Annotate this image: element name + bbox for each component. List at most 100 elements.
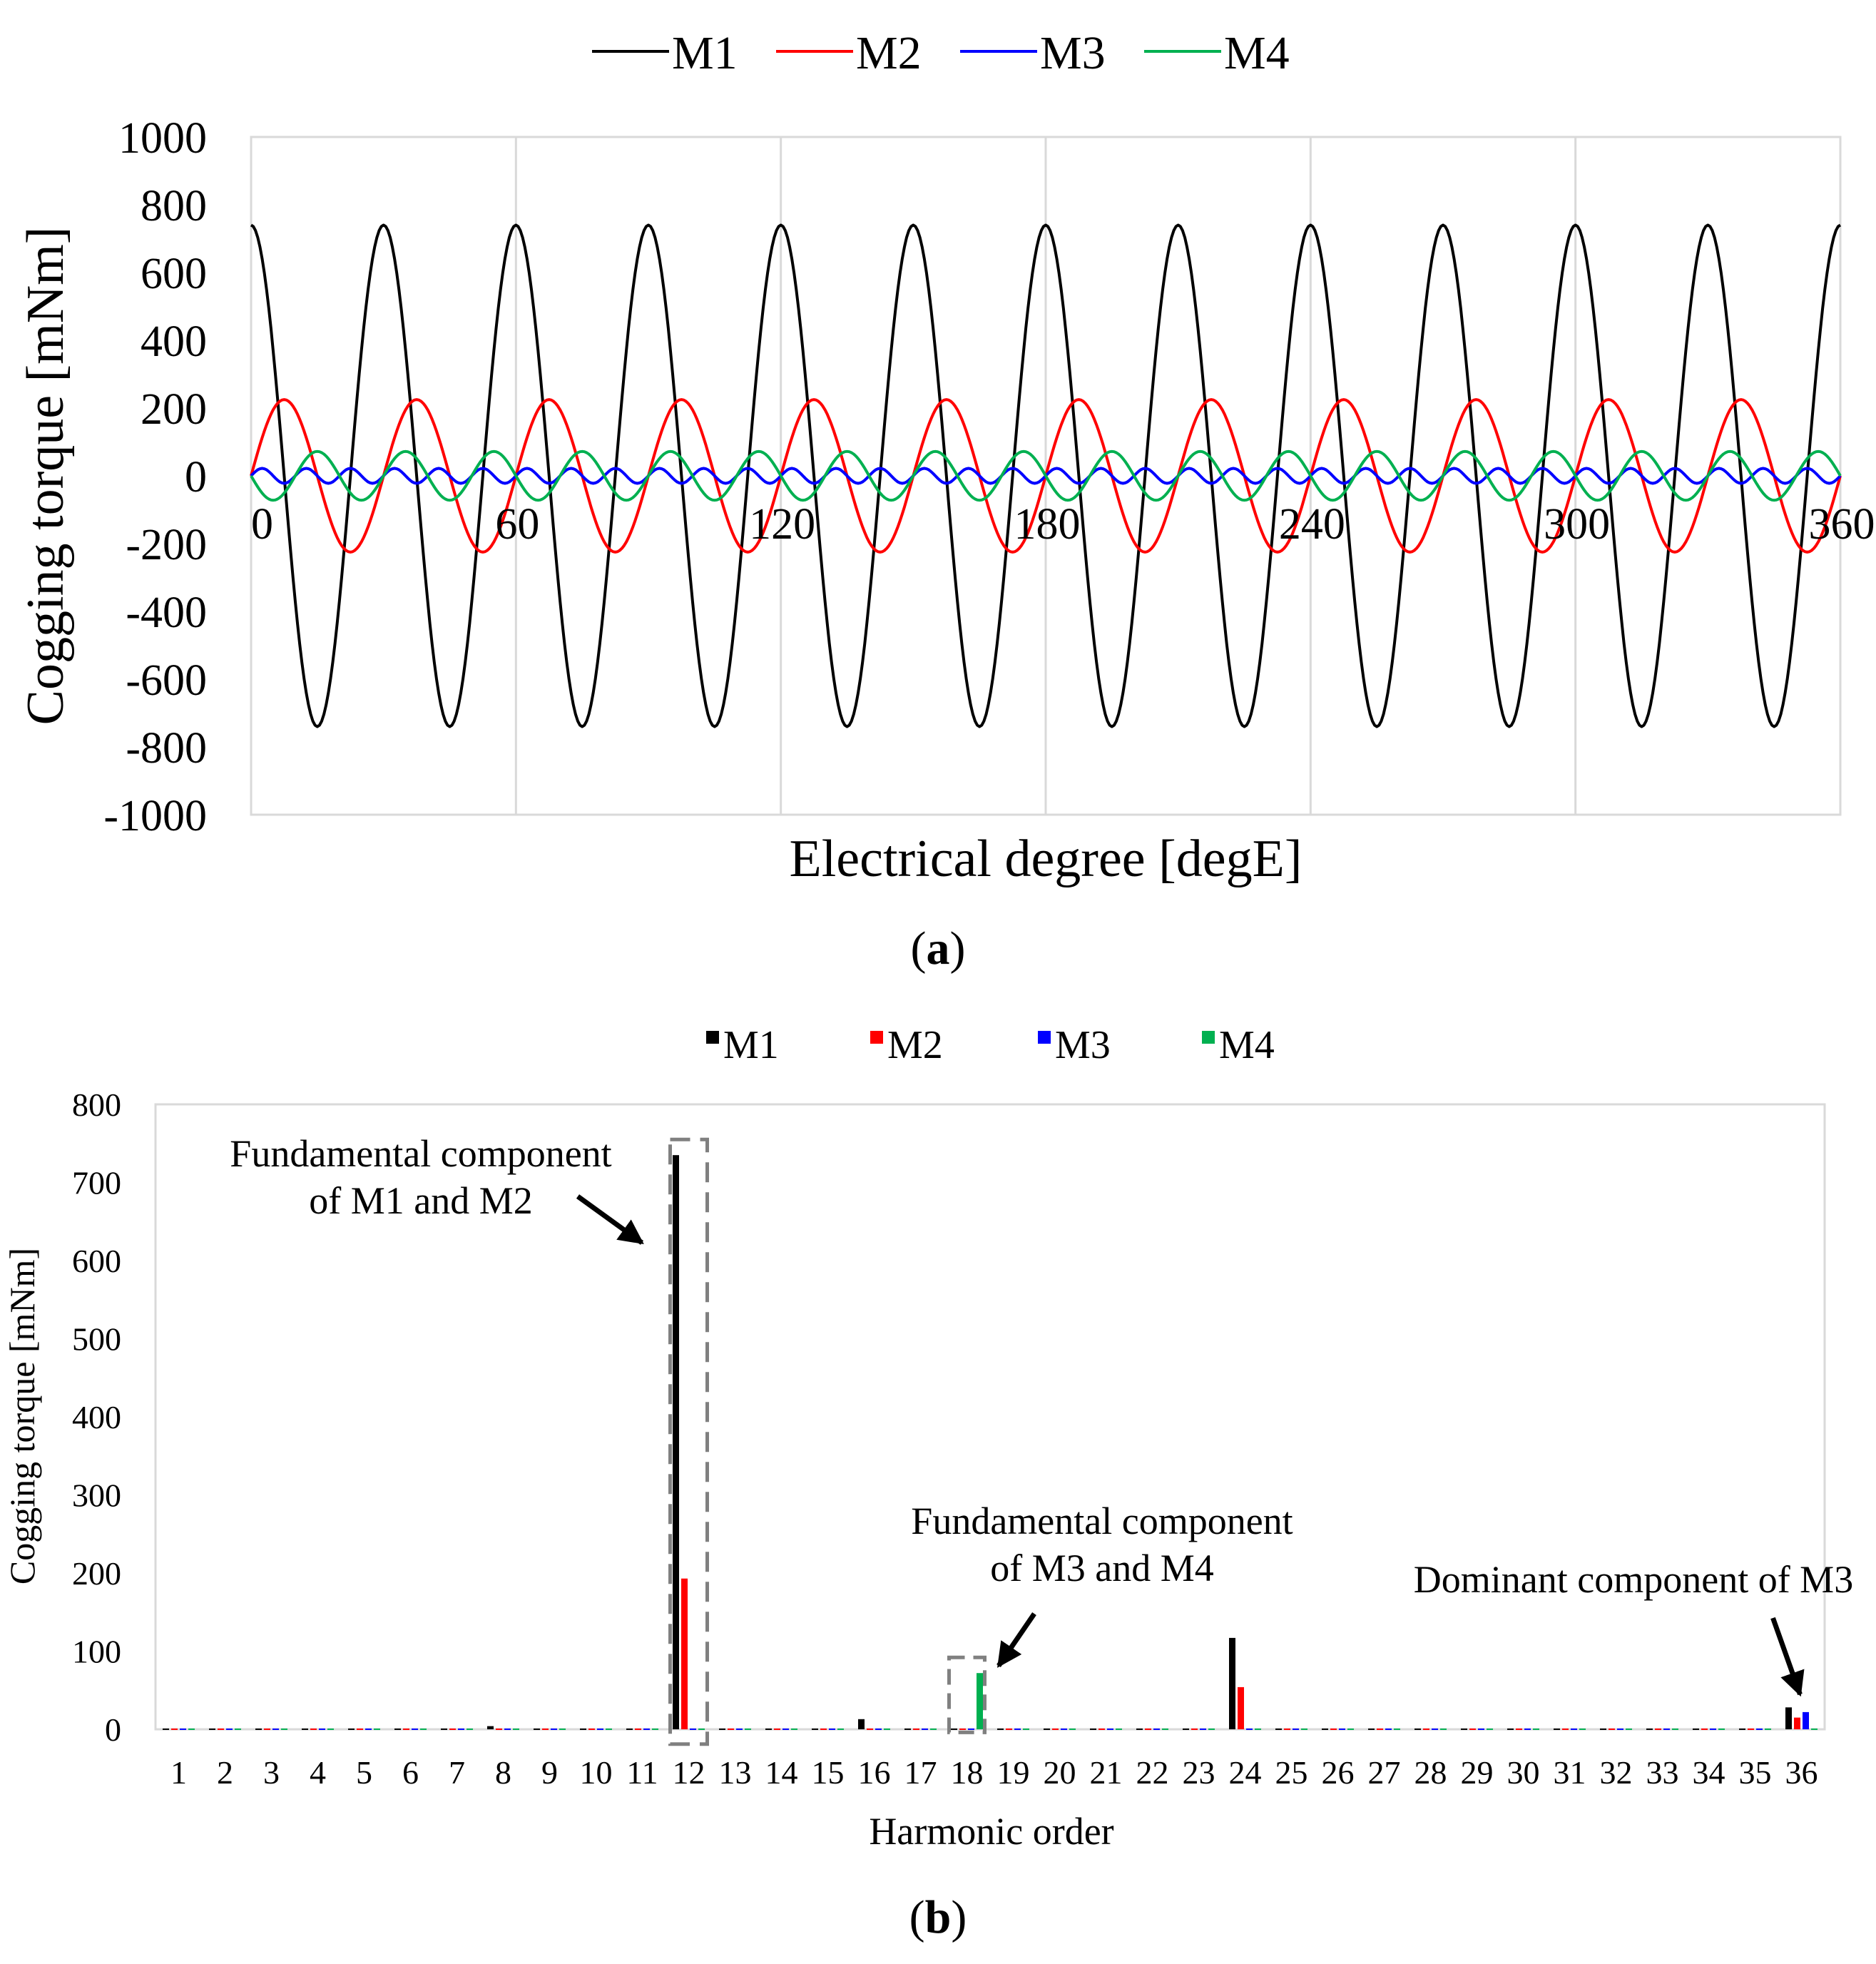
x-axis-label: Electrical degree [degE] [790, 830, 1303, 888]
bar-m2-h32 [1609, 1728, 1615, 1730]
bar-m3-h15 [829, 1728, 835, 1730]
x-tick-label: 9 [541, 1754, 558, 1791]
chart-legend: M1 M2 M3 M4 [706, 1023, 1275, 1067]
bar-m1-h33 [1646, 1728, 1653, 1730]
x-tick-label: 35 [1739, 1754, 1772, 1791]
bar-m3-h8 [504, 1728, 511, 1730]
bar-m1-h7 [441, 1728, 447, 1730]
bar-m4-h17 [930, 1728, 937, 1730]
y-tick-label: -200 [126, 521, 207, 569]
bar-m2-h21 [1098, 1728, 1105, 1730]
x-tick-label: 36 [1785, 1754, 1818, 1791]
bar-m2-h36 [1794, 1717, 1800, 1729]
bar-m2-h35 [1748, 1728, 1754, 1730]
bar-m2-h13 [728, 1728, 734, 1730]
bar-m1-h6 [394, 1728, 401, 1730]
bar-m1-h29 [1461, 1728, 1467, 1730]
x-tick-label: 5 [356, 1754, 372, 1791]
bar-m2-h9 [542, 1728, 549, 1730]
bar-m1-h23 [1183, 1728, 1189, 1730]
bar-m3-h25 [1293, 1728, 1299, 1730]
bar-m4-h7 [467, 1728, 473, 1730]
bar-m2-h6 [403, 1728, 409, 1730]
bar-m3-h34 [1710, 1728, 1716, 1730]
bar-m1-h1 [163, 1728, 169, 1730]
bar-m2-h20 [1052, 1728, 1059, 1730]
bar-m3-h22 [1153, 1728, 1160, 1730]
y-tick-label: 800 [72, 1087, 121, 1123]
bar-m1-h16 [858, 1719, 865, 1729]
y-axis-label: Cogging torque [mNm] [16, 227, 75, 726]
bar-m3-h23 [1200, 1728, 1206, 1730]
bar-m4-h36 [1811, 1728, 1818, 1730]
bar-m4-h9 [559, 1728, 566, 1730]
series-line-m1 [250, 223, 1842, 728]
y-tick-label: -800 [126, 724, 207, 773]
bar-m3-h35 [1756, 1728, 1763, 1730]
bar-m2-h1 [171, 1728, 178, 1730]
x-tick-label: 14 [765, 1754, 798, 1791]
bar-m4-h23 [1208, 1728, 1215, 1730]
bar-m2-h18 [959, 1728, 966, 1730]
bar-m1-h34 [1693, 1728, 1699, 1730]
y-tick-label: 400 [141, 317, 207, 366]
annotation-text-h18: of M3 and M4 [990, 1547, 1213, 1589]
bar-m4-h4 [327, 1728, 334, 1730]
x-tick-label: 1 [170, 1754, 187, 1791]
bar-m4-h29 [1487, 1728, 1493, 1730]
x-axis-label: Harmonic order [869, 1810, 1113, 1853]
bar-m1-h28 [1414, 1728, 1421, 1730]
bar-m2-h24 [1238, 1686, 1244, 1729]
x-tick-label: 10 [580, 1754, 613, 1791]
bar-m1-h21 [1090, 1728, 1096, 1730]
bar-m1-h35 [1739, 1728, 1745, 1730]
x-axis: 1 2 3 4 5 6 7 8 9 10 11 12 13 14 15 16 17 18 19 20 21 22 23 24 2… [170, 1754, 1818, 1791]
y-tick-label: 200 [72, 1555, 121, 1592]
bar-m3-h11 [643, 1728, 650, 1730]
bar-m2-h5 [357, 1728, 363, 1730]
bar-m1-h32 [1600, 1728, 1606, 1730]
bar-m3-h31 [1571, 1728, 1577, 1730]
bar-m1-h14 [765, 1728, 772, 1730]
x-tick-label: 33 [1646, 1754, 1679, 1791]
annotation-arrow-h18 [996, 1612, 1036, 1668]
x-tick-label: 4 [310, 1754, 326, 1791]
bar-m4-h30 [1533, 1728, 1539, 1730]
bar-m2-h25 [1284, 1728, 1290, 1730]
y-axis-label: Cogging torque [mNm] [2, 1248, 42, 1584]
x-tick-label: 23 [1183, 1754, 1215, 1791]
bar-m4-h12 [698, 1728, 705, 1730]
bar-m1-h15 [812, 1728, 818, 1730]
legend-label-m2: M2 [856, 27, 922, 79]
bars-group [163, 1155, 1818, 1730]
bar-m1-h17 [904, 1728, 911, 1730]
bar-m2-h28 [1423, 1728, 1429, 1730]
x-tick-label: 24 [1229, 1754, 1262, 1791]
bar-m1-h27 [1368, 1728, 1375, 1730]
bar-m4-h27 [1394, 1728, 1400, 1730]
chart-legend: M1 M2 M3 M4 [592, 27, 1290, 79]
bar-m2-h31 [1562, 1728, 1569, 1730]
bar-m2-h34 [1701, 1728, 1708, 1730]
bar-m4-h16 [884, 1728, 890, 1730]
x-tick-label: 240 [1279, 500, 1345, 549]
bar-m4-h10 [606, 1728, 612, 1730]
bar-m1-h25 [1275, 1728, 1282, 1730]
x-tick-label: 15 [812, 1754, 845, 1791]
bar-m4-h26 [1347, 1728, 1354, 1730]
bar-m4-h33 [1672, 1728, 1678, 1730]
bar-m2-h8 [496, 1728, 502, 1730]
x-tick-label: 2 [217, 1754, 233, 1791]
bar-m1-h24 [1229, 1637, 1235, 1729]
bar-m3-h28 [1432, 1728, 1438, 1730]
x-tick-label: 25 [1275, 1754, 1308, 1791]
bar-m1-h10 [580, 1728, 586, 1730]
x-tick-label: 16 [858, 1754, 891, 1791]
bar-m2-h29 [1469, 1728, 1476, 1730]
bar-m4-h18 [977, 1673, 983, 1729]
legend-label-m4: M4 [1224, 27, 1290, 79]
bar-m2-h30 [1516, 1728, 1522, 1730]
bar-m1-h9 [534, 1728, 540, 1730]
bar-m2-h12 [681, 1578, 688, 1729]
